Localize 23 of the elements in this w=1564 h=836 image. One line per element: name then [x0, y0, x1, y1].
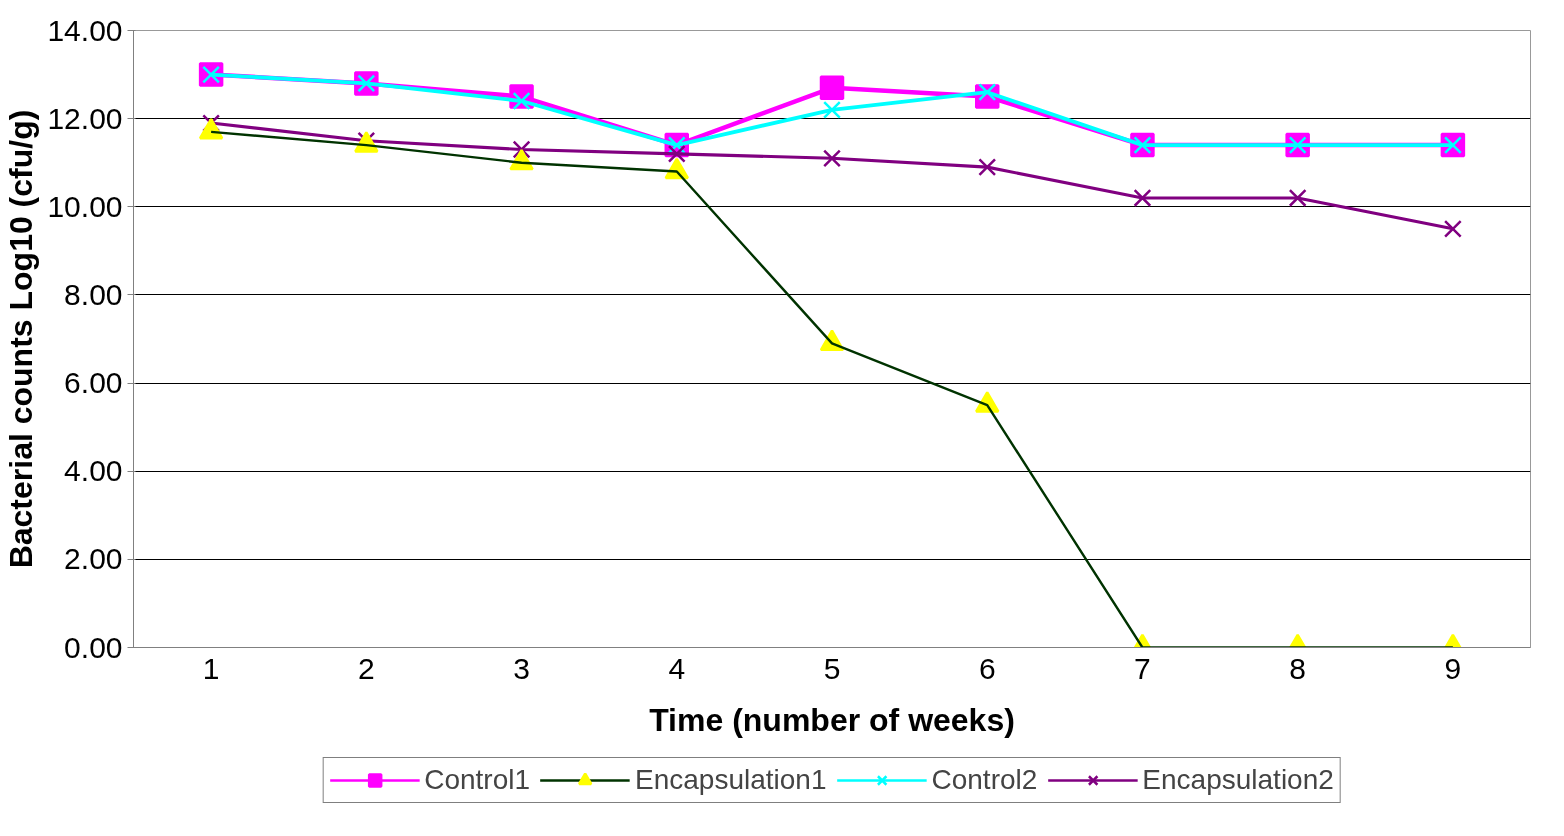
x-tick-label: 9	[1444, 651, 1462, 685]
y-tick-label: 6.00	[64, 366, 123, 400]
x-tick-label: 6	[978, 651, 996, 685]
x-tick-label: 4	[668, 651, 686, 685]
x-tick-label: 7	[1134, 651, 1151, 685]
x-tick-label: 8	[1289, 651, 1307, 685]
x-tick-label: 3	[513, 651, 530, 685]
y-tick-label: 10.00	[47, 189, 123, 223]
legend-label: Control1	[424, 764, 531, 796]
x-tick-label: 5	[823, 651, 841, 685]
legend-label: Control2	[931, 764, 1038, 796]
y-tick-label: 0.00	[64, 630, 123, 664]
legend-label: Encapsulation1	[635, 764, 827, 796]
y-tick-label: 12.00	[47, 101, 123, 135]
x-tick-label: 1	[202, 651, 220, 685]
y-tick-label: 2.00	[64, 542, 123, 576]
x-tick-label: 2	[357, 651, 375, 685]
y-axis-title: Bacterial counts Log10 (cfu/g)	[3, 109, 40, 569]
y-tick-label: 14.00	[47, 13, 123, 47]
legend-label: Encapsulation2	[1142, 764, 1334, 796]
x-axis-title: Time (number of weeks)	[649, 701, 1015, 738]
y-tick-label: 4.00	[64, 454, 123, 488]
y-tick-label: 8.00	[64, 277, 123, 311]
